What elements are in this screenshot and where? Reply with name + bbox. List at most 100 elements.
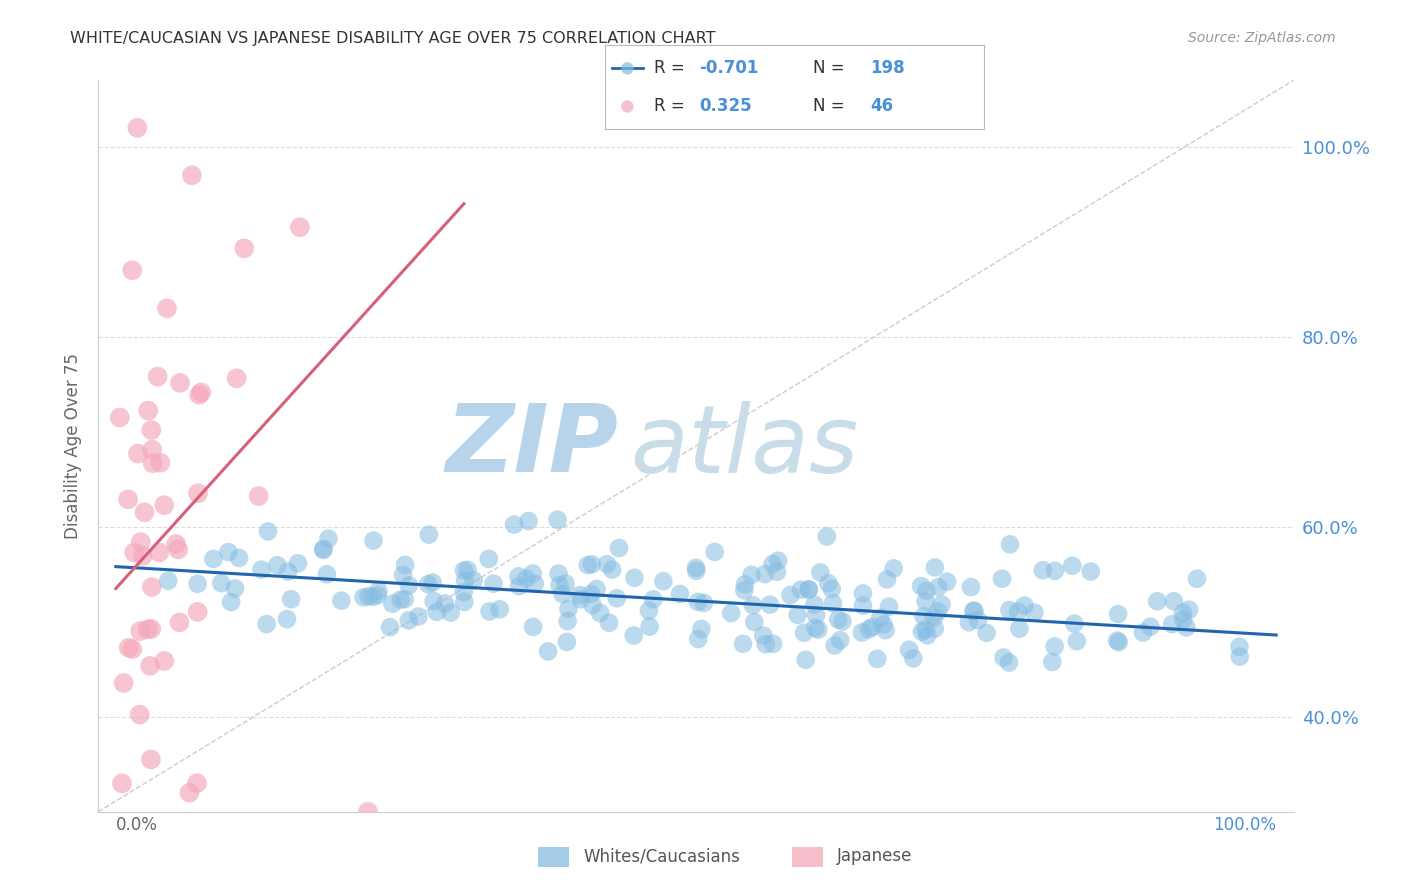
Point bbox=[422, 594, 444, 608]
Point bbox=[797, 582, 820, 597]
Point bbox=[1063, 616, 1085, 631]
Point bbox=[156, 301, 179, 316]
Point bbox=[720, 606, 742, 620]
Text: 0.325: 0.325 bbox=[700, 97, 752, 115]
Point bbox=[910, 579, 932, 593]
Point bbox=[962, 604, 984, 618]
Point bbox=[1007, 605, 1029, 619]
Point bbox=[911, 624, 934, 639]
Point bbox=[488, 602, 510, 616]
Point bbox=[190, 385, 212, 400]
Point bbox=[927, 580, 949, 594]
Point bbox=[312, 543, 335, 558]
Point bbox=[779, 588, 801, 602]
Point bbox=[250, 563, 273, 577]
Point bbox=[1043, 564, 1066, 578]
Point bbox=[877, 599, 900, 614]
Point bbox=[616, 99, 638, 113]
Point bbox=[277, 565, 299, 579]
Point bbox=[357, 589, 380, 603]
Point bbox=[149, 456, 172, 470]
Point bbox=[1080, 565, 1102, 579]
Point bbox=[685, 561, 707, 575]
Point bbox=[830, 633, 852, 648]
Point bbox=[744, 615, 766, 629]
Text: 198: 198 bbox=[870, 60, 905, 78]
Point bbox=[179, 786, 201, 800]
Point bbox=[219, 595, 242, 609]
Point bbox=[1107, 633, 1129, 648]
Point bbox=[378, 620, 401, 634]
Point bbox=[568, 588, 591, 602]
Point bbox=[127, 120, 149, 135]
Point bbox=[914, 594, 936, 608]
Point bbox=[803, 598, 825, 612]
Point bbox=[762, 557, 785, 571]
Point bbox=[146, 369, 169, 384]
Point bbox=[794, 653, 817, 667]
Point bbox=[669, 587, 692, 601]
Point bbox=[759, 598, 782, 612]
Point bbox=[257, 524, 280, 539]
Point bbox=[638, 619, 661, 633]
Point bbox=[225, 371, 247, 385]
Point bbox=[998, 603, 1021, 617]
Point bbox=[976, 625, 998, 640]
Point bbox=[766, 554, 789, 568]
Point bbox=[1229, 649, 1251, 664]
Point bbox=[434, 597, 457, 611]
Point bbox=[797, 582, 820, 597]
Point bbox=[187, 577, 209, 591]
Point bbox=[141, 580, 163, 594]
Point bbox=[367, 583, 389, 598]
Point bbox=[131, 549, 153, 563]
Text: atlas: atlas bbox=[630, 401, 859, 491]
Point bbox=[118, 640, 141, 655]
Point bbox=[1062, 558, 1084, 573]
Point bbox=[315, 567, 337, 582]
Text: 0.0%: 0.0% bbox=[115, 816, 157, 835]
Point bbox=[482, 576, 505, 591]
Point bbox=[734, 577, 756, 591]
Point bbox=[398, 614, 420, 628]
Point bbox=[1032, 563, 1054, 577]
Point bbox=[915, 583, 938, 598]
Point bbox=[537, 644, 560, 658]
Point bbox=[733, 583, 755, 598]
Point bbox=[165, 537, 187, 551]
Point bbox=[998, 656, 1021, 670]
Point bbox=[754, 567, 776, 582]
Point bbox=[1043, 640, 1066, 654]
Point bbox=[523, 576, 546, 591]
Point bbox=[478, 604, 501, 618]
Text: -0.701: -0.701 bbox=[700, 60, 759, 78]
Point bbox=[418, 577, 440, 591]
Point bbox=[815, 529, 838, 543]
Point bbox=[121, 263, 143, 277]
Point bbox=[817, 576, 839, 591]
Point bbox=[312, 541, 335, 556]
Point bbox=[1161, 617, 1184, 632]
Point bbox=[741, 567, 763, 582]
Point bbox=[547, 513, 569, 527]
Point bbox=[186, 776, 208, 790]
Y-axis label: Disability Age Over 75: Disability Age Over 75 bbox=[65, 353, 83, 539]
Point bbox=[1229, 640, 1251, 654]
Point bbox=[187, 486, 209, 500]
Point bbox=[209, 576, 232, 591]
Point bbox=[600, 563, 623, 577]
Point bbox=[852, 599, 875, 613]
Point bbox=[478, 552, 501, 566]
Point bbox=[821, 582, 844, 596]
Point bbox=[960, 580, 983, 594]
Point bbox=[454, 574, 477, 588]
Point bbox=[136, 403, 159, 417]
Point bbox=[860, 620, 883, 634]
Point bbox=[522, 566, 544, 581]
Point bbox=[752, 629, 775, 643]
Point bbox=[703, 545, 725, 559]
Point bbox=[807, 623, 830, 637]
Point bbox=[1066, 634, 1088, 648]
Point bbox=[453, 585, 475, 599]
Point bbox=[606, 591, 628, 606]
